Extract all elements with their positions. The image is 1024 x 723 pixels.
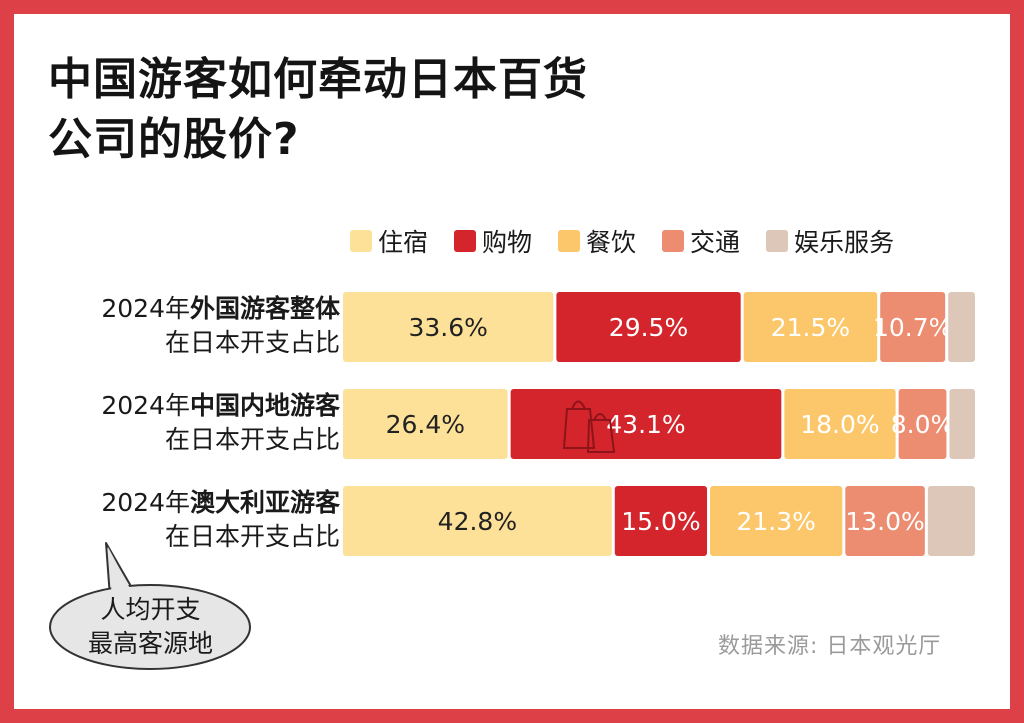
bar-segment [343,486,612,556]
row-label-prefix: 2024年 [101,391,190,420]
row-label-prefix: 2024年 [101,488,190,517]
row-label-sub: 在日本开支占比 [164,328,340,357]
legend-label: 购物 [482,228,533,257]
bar-segment [948,292,975,362]
row-label-0: 2024年外国游客整体 在日本开支占比 [40,292,340,360]
title-line-2: 公司的股价? [48,114,300,165]
bubble-line-1: 人均开支 [100,595,201,624]
title-line-1: 中国游客如何牵动日本百货 [48,54,588,105]
data-label: 18.0% [800,410,879,439]
bar-segment [556,292,741,362]
bar-segment [949,389,975,459]
legend-item-3: 交通 [662,223,740,259]
speech-bubble: 人均开支 最高客源地 [48,542,253,671]
legend-item-2: 餐饮 [558,223,636,259]
data-label: 43.1% [606,410,685,439]
legend-swatch [350,230,372,252]
shopping-bag-icon [562,400,616,453]
row-label-name: 中国内地游客 [189,391,340,420]
bar-segment [784,389,896,459]
data-label: 21.5% [771,313,850,342]
row-label-2: 2024年澳大利亚游客 在日本开支占比 [40,486,340,554]
legend-label: 交通 [690,228,741,257]
data-label: 26.4% [386,410,465,439]
legend-swatch [662,230,685,252]
bar-segment [898,389,947,459]
bar-segment [614,486,708,556]
bar-segment [510,389,782,459]
row-label-name: 澳大利亚游客 [189,488,340,517]
data-label: 15.0% [621,507,700,536]
legend-swatch [454,230,477,252]
bar-segment [927,486,975,556]
chart-title: 中国游客如何牵动日本百货 公司的股价? [48,50,588,170]
data-label: 29.5% [609,313,688,342]
data-label: 10.7% [873,313,952,342]
data-label: 21.3% [736,507,815,536]
bar-segment [880,292,946,362]
legend-swatch [766,230,789,252]
bar-segment [743,292,878,362]
speech-bubble-text: 人均开支 最高客源地 [48,593,253,661]
data-label: 13.0% [845,507,924,536]
speech-bubble-shape [49,542,251,670]
data-source: 数据来源: 日本观光厅 [718,634,942,659]
legend-swatch [558,230,581,252]
row-label-name: 外国游客整体 [189,294,340,323]
row-label-1: 2024年中国内地游客 在日本开支占比 [40,389,340,457]
data-label: 33.6% [408,313,487,342]
legend-item-1: 购物 [454,223,532,259]
legend: 住宿 购物 餐饮 交通 娱乐服务 [350,223,920,259]
bar-segment [845,486,925,556]
legend-label: 住宿 [378,228,429,257]
row-label-sub: 在日本开支占比 [164,425,340,454]
row-label-prefix: 2024年 [101,294,190,323]
legend-label: 餐饮 [586,228,637,257]
bar-segment [710,486,843,556]
bar-segment [343,389,508,459]
bar-segment [343,292,554,362]
legend-item-0: 住宿 [350,223,428,259]
data-label: 42.8% [438,507,517,536]
row-label-sub: 在日本开支占比 [164,522,340,551]
data-label: 8.0% [891,410,955,439]
legend-label: 娱乐服务 [794,228,895,257]
bubble-line-2: 最高客源地 [87,629,213,658]
legend-item-4: 娱乐服务 [766,223,894,259]
